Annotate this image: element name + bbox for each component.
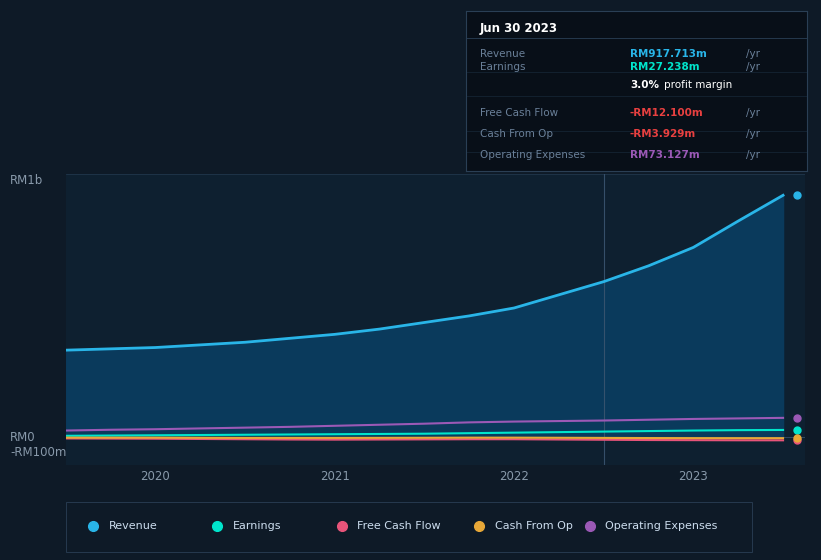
Text: RM917.713m: RM917.713m [630,49,707,59]
Text: /yr: /yr [745,62,759,72]
Text: Cash From Op: Cash From Op [480,129,553,139]
Text: /yr: /yr [745,49,759,59]
Text: Revenue: Revenue [108,521,157,531]
Text: -RM12.100m: -RM12.100m [630,108,704,118]
Text: RM0: RM0 [11,431,36,444]
Text: profit margin: profit margin [664,80,732,90]
Text: /yr: /yr [745,108,759,118]
Text: Cash From Op: Cash From Op [494,521,572,531]
Text: /yr: /yr [745,150,759,160]
Text: /yr: /yr [745,129,759,139]
Text: Revenue: Revenue [480,49,525,59]
Text: RM27.238m: RM27.238m [630,62,699,72]
Text: -RM100m: -RM100m [11,446,67,459]
Text: Free Cash Flow: Free Cash Flow [480,108,558,118]
Text: RM1b: RM1b [11,174,44,186]
Text: 3.0%: 3.0% [630,80,659,90]
Text: Free Cash Flow: Free Cash Flow [356,521,440,531]
Text: -RM3.929m: -RM3.929m [630,129,696,139]
Text: Operating Expenses: Operating Expenses [480,150,585,160]
Text: RM73.127m: RM73.127m [630,150,699,160]
Text: Operating Expenses: Operating Expenses [605,521,718,531]
Text: Earnings: Earnings [480,62,525,72]
Text: Earnings: Earnings [232,521,281,531]
Text: Jun 30 2023: Jun 30 2023 [480,22,558,35]
